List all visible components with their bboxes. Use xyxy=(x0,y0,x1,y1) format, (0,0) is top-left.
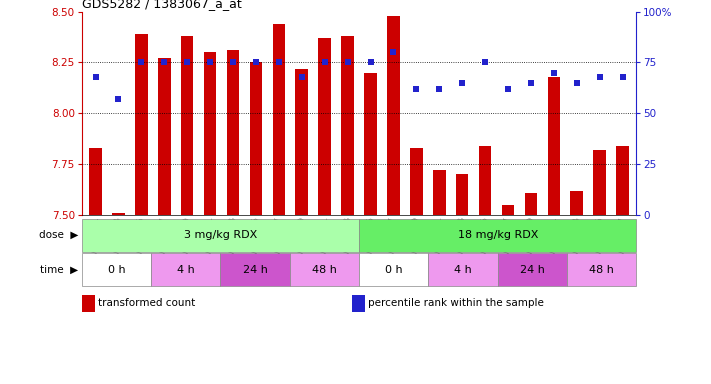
Point xyxy=(136,59,147,65)
Point xyxy=(228,59,239,65)
Point xyxy=(503,86,514,92)
Point xyxy=(204,59,215,65)
Bar xyxy=(290,253,359,286)
Bar xyxy=(272,24,285,215)
Text: 0 h: 0 h xyxy=(107,265,125,275)
Bar xyxy=(387,16,400,215)
Point xyxy=(594,74,605,80)
Point xyxy=(250,59,262,65)
Point xyxy=(365,59,376,65)
Bar xyxy=(359,219,636,252)
Text: 24 h: 24 h xyxy=(520,265,545,275)
Point xyxy=(90,74,101,80)
Bar xyxy=(82,219,359,252)
Bar xyxy=(250,62,262,215)
Bar xyxy=(502,205,514,215)
Point xyxy=(548,70,560,76)
Bar xyxy=(296,68,308,215)
Point xyxy=(273,59,284,65)
Bar xyxy=(364,73,377,215)
Text: transformed count: transformed count xyxy=(98,298,196,308)
Bar xyxy=(570,190,583,215)
Point xyxy=(387,49,399,55)
Point xyxy=(159,59,170,65)
Text: time  ▶: time ▶ xyxy=(40,265,78,275)
Point xyxy=(479,59,491,65)
Text: 4 h: 4 h xyxy=(454,265,472,275)
Point xyxy=(456,79,468,86)
Text: 24 h: 24 h xyxy=(242,265,267,275)
Text: 18 mg/kg RDX: 18 mg/kg RDX xyxy=(457,230,538,240)
Bar xyxy=(479,146,491,215)
Bar xyxy=(135,34,148,215)
Point xyxy=(571,79,582,86)
Bar xyxy=(616,146,629,215)
Point xyxy=(617,74,629,80)
Bar xyxy=(82,253,151,286)
Bar xyxy=(151,253,220,286)
Bar xyxy=(319,38,331,215)
Bar xyxy=(227,50,240,215)
Text: 48 h: 48 h xyxy=(312,265,337,275)
Point xyxy=(411,86,422,92)
Point xyxy=(181,59,193,65)
Point xyxy=(342,59,353,65)
Bar xyxy=(428,253,498,286)
Bar xyxy=(567,253,636,286)
Bar xyxy=(89,148,102,215)
Text: dose  ▶: dose ▶ xyxy=(39,230,78,240)
Point xyxy=(434,86,445,92)
Bar xyxy=(456,174,469,215)
Bar xyxy=(158,58,171,215)
Point xyxy=(525,79,537,86)
Bar xyxy=(410,148,422,215)
Text: 3 mg/kg RDX: 3 mg/kg RDX xyxy=(183,230,257,240)
Point xyxy=(113,96,124,102)
Bar xyxy=(547,77,560,215)
Text: GDS5282 / 1383067_a_at: GDS5282 / 1383067_a_at xyxy=(82,0,242,10)
Bar xyxy=(359,253,428,286)
Bar xyxy=(594,150,606,215)
Point xyxy=(296,74,307,80)
Bar xyxy=(204,52,216,215)
Bar xyxy=(525,193,538,215)
Point xyxy=(319,59,331,65)
Text: percentile rank within the sample: percentile rank within the sample xyxy=(368,298,544,308)
Text: 4 h: 4 h xyxy=(177,265,195,275)
Bar xyxy=(498,253,567,286)
Bar xyxy=(181,36,193,215)
Text: 0 h: 0 h xyxy=(385,265,402,275)
Bar xyxy=(112,213,124,215)
Text: 48 h: 48 h xyxy=(589,265,614,275)
Bar xyxy=(220,253,290,286)
Bar xyxy=(433,170,446,215)
Bar xyxy=(341,36,354,215)
